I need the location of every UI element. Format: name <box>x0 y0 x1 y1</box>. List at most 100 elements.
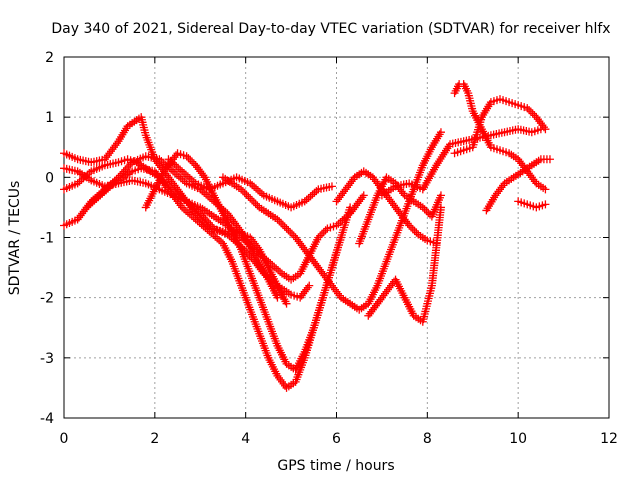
data-point <box>541 125 550 134</box>
data-point <box>282 299 291 308</box>
data-point <box>303 249 312 258</box>
data-point <box>196 167 205 176</box>
data-point <box>305 251 314 260</box>
data-point <box>300 287 309 296</box>
data-point <box>385 283 394 292</box>
data-point <box>244 240 253 249</box>
data-point <box>250 257 259 266</box>
data-point <box>253 201 262 210</box>
data-point <box>280 222 289 231</box>
data-point <box>211 232 220 241</box>
data-point <box>164 173 173 182</box>
data-point <box>197 220 206 229</box>
data-point <box>297 291 306 300</box>
data-point <box>172 162 181 171</box>
data-point <box>249 198 258 207</box>
data-point <box>231 219 240 228</box>
data-point <box>176 165 185 174</box>
data-point <box>278 220 287 229</box>
data-point <box>250 245 259 254</box>
data-point <box>524 169 533 178</box>
data-point <box>161 165 170 174</box>
data-point <box>86 199 95 208</box>
data-point <box>355 197 364 206</box>
data-point <box>203 216 212 225</box>
data-point <box>367 307 376 316</box>
data-point <box>178 167 187 176</box>
data-point <box>352 201 361 210</box>
data-point <box>299 243 308 252</box>
data-point <box>84 201 93 210</box>
data-point <box>364 311 373 320</box>
data-point <box>394 207 403 216</box>
data-point <box>343 183 352 192</box>
data-point <box>418 203 427 212</box>
data-point <box>273 215 282 224</box>
data-point <box>383 285 392 294</box>
data-point <box>530 111 539 120</box>
data-point <box>256 250 265 259</box>
data-point <box>257 189 266 198</box>
data-point <box>368 305 377 314</box>
data-point <box>533 115 542 124</box>
data-point <box>329 283 338 292</box>
data-point <box>497 183 506 192</box>
data-point <box>312 187 321 196</box>
data-point <box>174 172 183 181</box>
data-point <box>334 289 343 298</box>
data-point <box>326 279 335 288</box>
data-point <box>108 145 117 154</box>
data-point <box>237 233 246 242</box>
data-point <box>185 174 194 183</box>
data-point <box>155 155 164 164</box>
data-point <box>424 208 433 217</box>
data-point <box>370 175 379 184</box>
data-point <box>377 293 386 302</box>
data-point <box>159 158 168 167</box>
data-point <box>300 245 309 254</box>
data-point <box>387 197 395 206</box>
data-point <box>252 259 261 268</box>
data-point <box>178 203 187 212</box>
data-point <box>169 191 177 200</box>
data-point <box>302 285 311 294</box>
data-point <box>268 261 277 270</box>
data-point <box>187 175 196 184</box>
x-axis-ticks: 0 2 4 6 8 10 12 <box>60 57 618 447</box>
data-point <box>265 275 274 284</box>
data-point <box>100 187 109 196</box>
data-point <box>359 191 368 200</box>
data-point <box>215 236 224 245</box>
data-point <box>370 303 379 312</box>
data-point <box>189 159 198 168</box>
data-point <box>527 173 536 182</box>
data-point <box>420 205 429 214</box>
data-point <box>321 226 330 235</box>
data-point <box>340 187 349 196</box>
data-point <box>162 183 171 192</box>
data-point <box>88 198 97 207</box>
data-point <box>270 262 279 271</box>
y-tick-label: 0 <box>45 170 54 186</box>
data-point <box>267 276 276 285</box>
data-point <box>385 195 394 204</box>
data-point <box>180 169 189 178</box>
data-point <box>320 271 329 280</box>
x-axis-label: GPS time / hours <box>277 458 394 474</box>
data-point <box>253 261 262 270</box>
data-point <box>168 158 177 167</box>
data-point <box>184 154 193 163</box>
data-point <box>105 149 114 158</box>
data-point <box>73 179 82 188</box>
data-point <box>252 184 261 193</box>
data-point <box>170 193 179 202</box>
data-point <box>187 212 196 221</box>
data-point <box>305 281 314 290</box>
data-point <box>173 197 182 206</box>
data-point <box>274 373 283 382</box>
data-point <box>545 155 554 164</box>
data-point <box>166 157 175 166</box>
data-point <box>189 213 198 222</box>
data-point <box>379 291 388 300</box>
data-point <box>344 181 353 190</box>
